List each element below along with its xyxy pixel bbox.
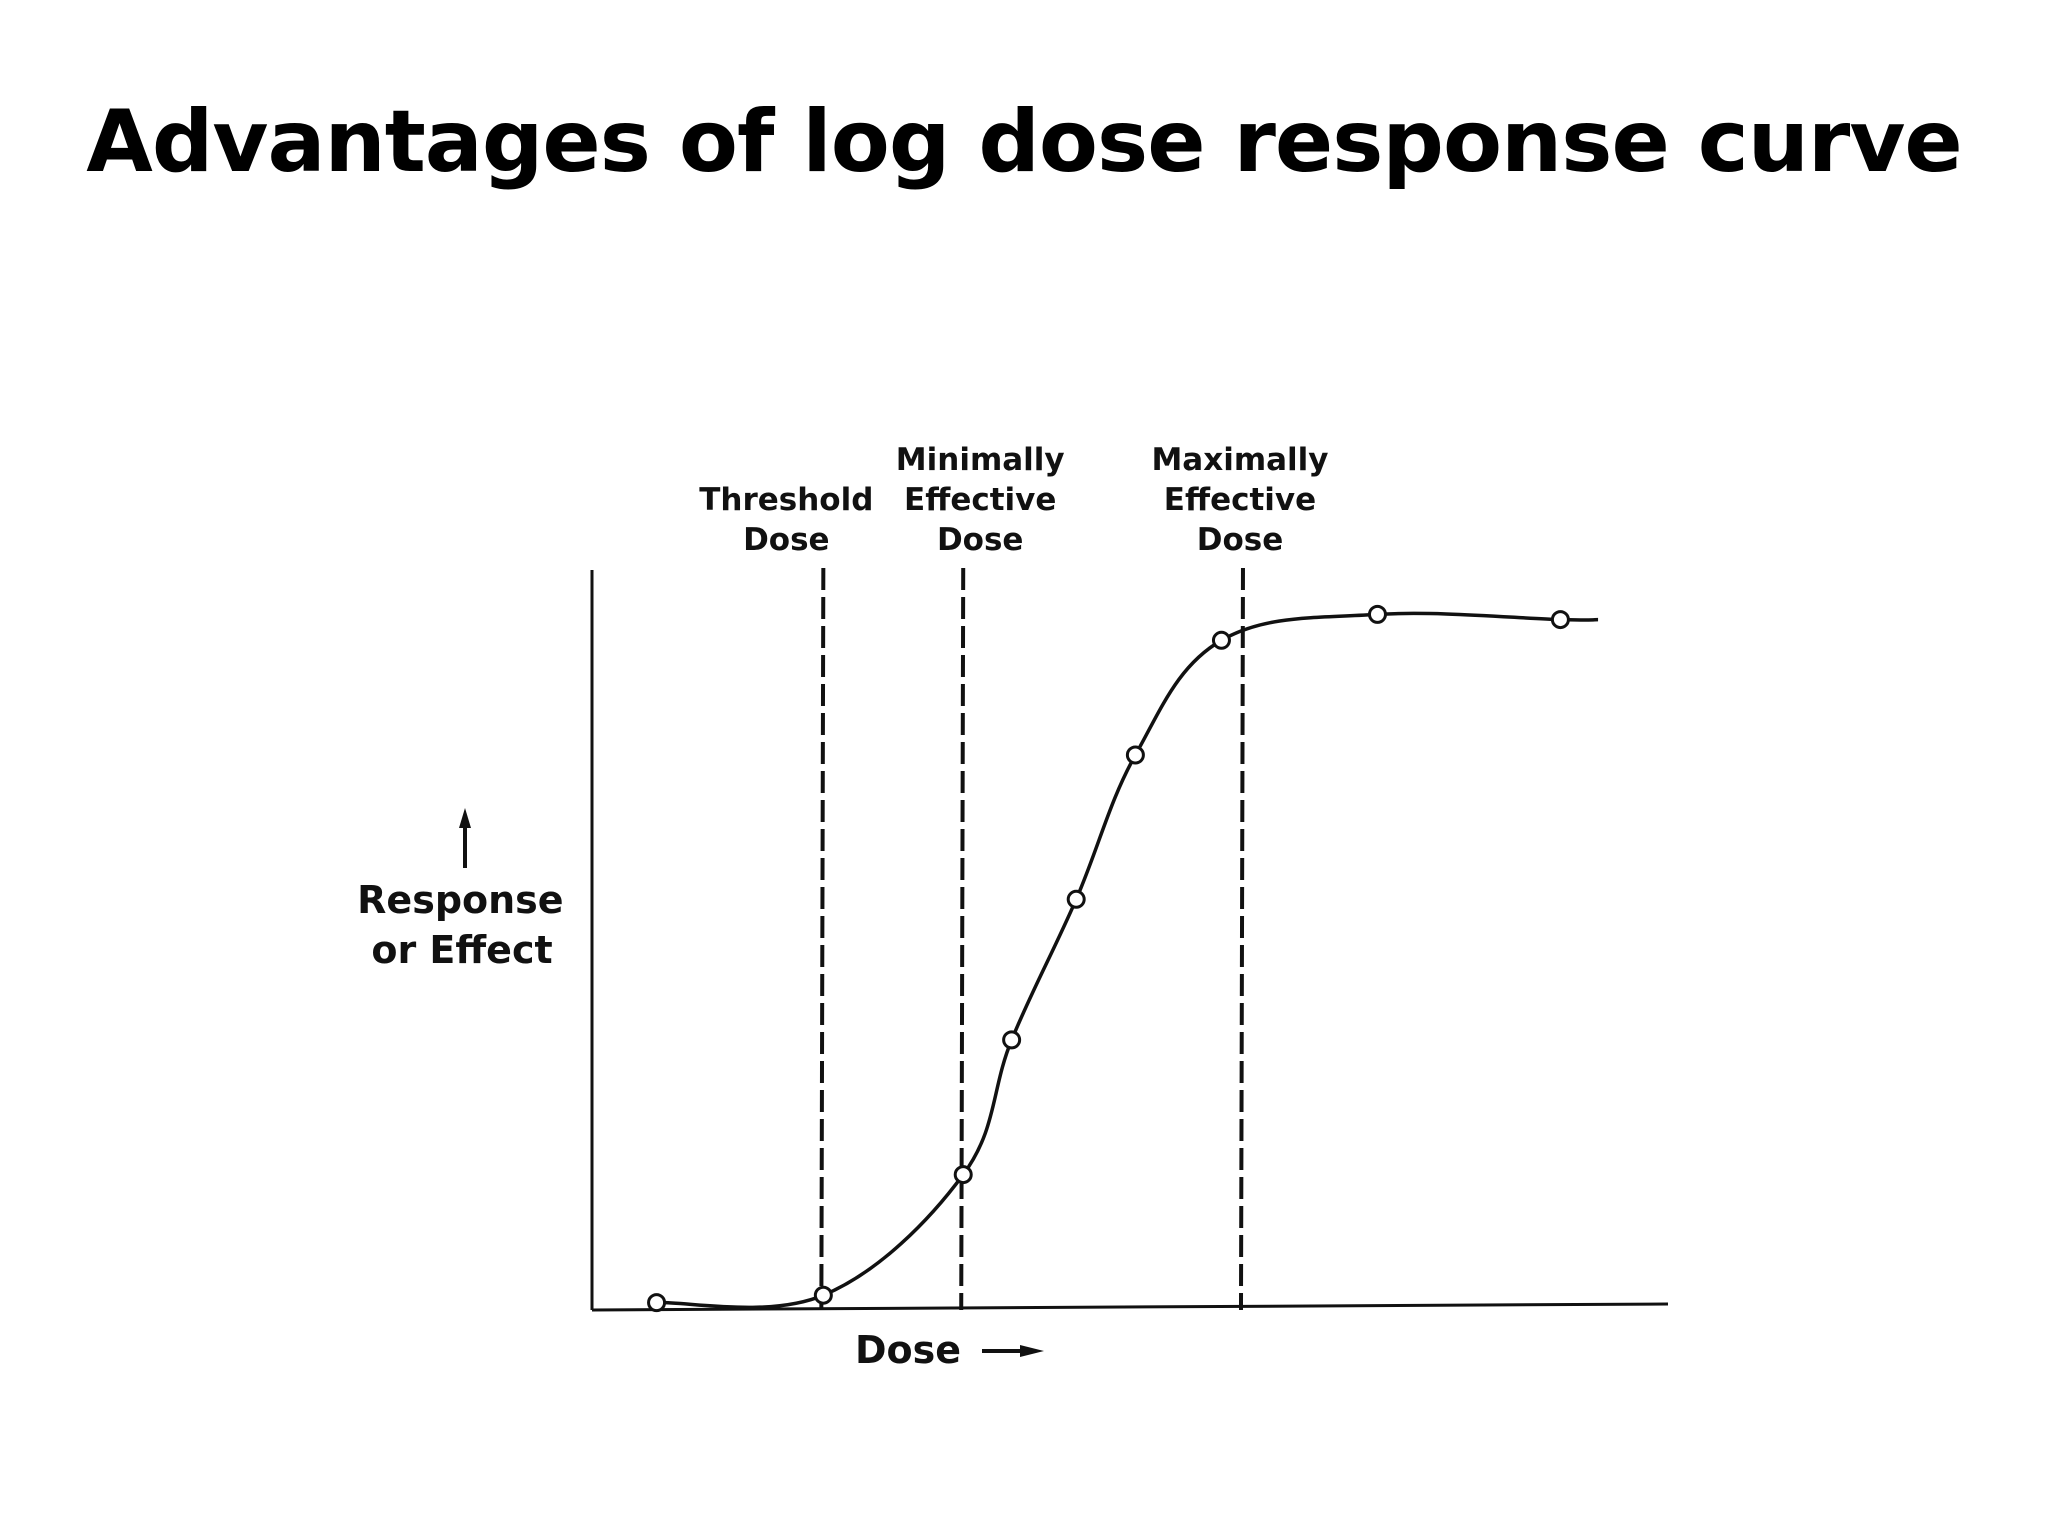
reference-label-1: Threshold Dose (699, 482, 873, 558)
data-point-7 (1211, 630, 1231, 650)
data-point-1 (647, 1293, 667, 1313)
up-arrow-head-icon (459, 808, 471, 828)
slide-title: Advantages of log dose response curve (86, 92, 1962, 192)
reference-label-3: Maximally Effective Dose (1151, 442, 1328, 558)
right-arrow-head-icon (1020, 1345, 1044, 1357)
reference-labels: Threshold Dose Minimally Effective Dose Maxim… (699, 442, 1328, 558)
x-axis (591, 1302, 1669, 1312)
reference-lines (819, 567, 1245, 1311)
reference-line-2 (959, 567, 966, 1311)
series-line (656, 611, 1599, 1310)
data-points (647, 604, 1570, 1313)
reference-line-3 (1238, 567, 1245, 1311)
data-point-6 (1125, 745, 1145, 765)
reference-label-2: Minimally Effective Dose (896, 442, 1065, 558)
data-point-8 (1367, 604, 1387, 624)
data-point-9 (1550, 610, 1570, 630)
data-point-2 (813, 1285, 833, 1305)
data-point-3 (953, 1165, 973, 1185)
reference-line-1 (819, 567, 826, 1311)
x-axis-label-group: Dose (855, 1328, 1044, 1372)
x-axis-label: Dose (855, 1328, 961, 1372)
data-point-5 (1066, 889, 1086, 909)
data-point-4 (1002, 1030, 1022, 1050)
y-axis-label-group: Response or Effect (357, 808, 577, 972)
y-axis-label: Response or Effect (357, 878, 577, 972)
